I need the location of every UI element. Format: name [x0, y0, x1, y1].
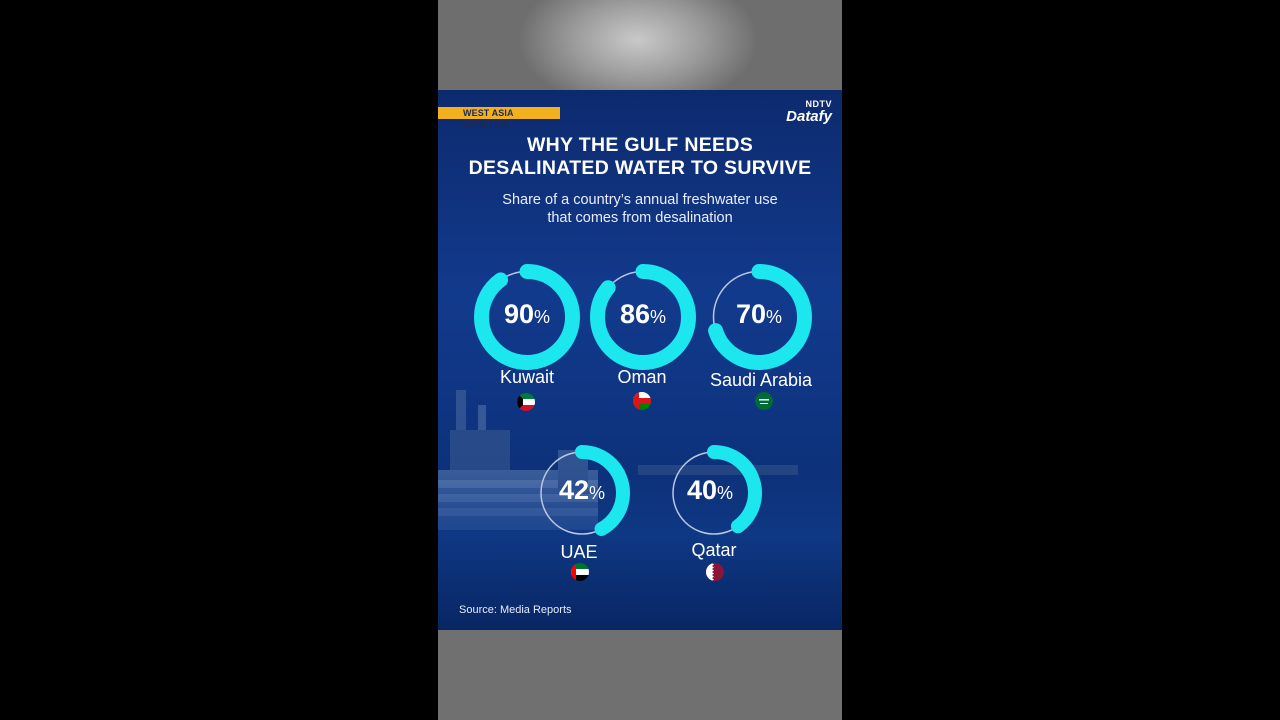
source-note: Source: Media Reports	[459, 604, 572, 616]
video-frame: WEST ASIA CONFLICT NDTV Datafy WHY THE G…	[438, 0, 842, 720]
country-label-qatar: Qatar	[691, 540, 737, 560]
donut-oman-number: 86	[619, 299, 651, 329]
uae-flag	[571, 563, 589, 581]
donut-kuwait-arc	[474, 264, 580, 370]
donut-oman-ring	[590, 264, 696, 370]
donut-uae-ring	[534, 445, 630, 541]
chart-subtitle: Share of a country’s annual freshwater u…	[438, 191, 842, 227]
country-label-oman: Oman	[617, 367, 667, 387]
donut-kuwait-number: 90	[503, 299, 535, 329]
donut-saudi-arabia-unit: %	[766, 307, 783, 327]
donut-oman-arc	[590, 264, 696, 370]
donut-qatar: 40%	[666, 445, 762, 541]
chart-title: WHY THE GULF NEEDS DESALINATED WATER TO …	[438, 134, 842, 180]
qatar-flag	[706, 563, 724, 581]
chart-subtitle-line2: that comes from desalination	[547, 210, 733, 226]
donut-oman: 86%	[590, 264, 696, 370]
donut-uae-arc	[534, 445, 630, 541]
donut-saudi-arabia: 70%	[706, 264, 812, 370]
donut-uae-number: 42	[558, 475, 590, 505]
donut-uae-unit: %	[589, 483, 606, 503]
donut-qatar-unit: %	[717, 483, 734, 503]
oman-flag	[633, 392, 651, 410]
saudi-arabia-flag	[755, 392, 773, 410]
donut-kuwait-value: 90%	[474, 299, 580, 330]
donut-kuwait-unit: %	[534, 307, 551, 327]
chart-title-line1: WHY THE GULF NEEDS	[526, 134, 754, 156]
donut-uae-value: 42%	[534, 475, 630, 506]
blurred-background-top	[438, 0, 842, 90]
donut-kuwait-ring	[474, 264, 580, 370]
donut-saudi-arabia-value: 70%	[706, 299, 812, 330]
brand-logo-bottom: Datafy	[786, 108, 832, 125]
donut-kuwait: 90%	[474, 264, 580, 370]
donut-oman-value: 86%	[590, 299, 696, 330]
blurred-background-bottom	[438, 630, 842, 720]
donut-uae: 42%	[534, 445, 630, 541]
donut-saudi-arabia-number: 70	[735, 299, 767, 329]
infographic-card: WEST ASIA CONFLICT NDTV Datafy WHY THE G…	[438, 90, 842, 630]
category-tag: WEST ASIA CONFLICT	[438, 107, 560, 130]
donut-qatar-ring	[666, 445, 762, 541]
donut-qatar-arc	[666, 445, 762, 541]
country-label-saudi-arabia: Saudi Arabia	[709, 370, 813, 390]
donut-saudi-arabia-ring	[706, 264, 812, 370]
chart-subtitle-line1: Share of a country’s annual freshwater u…	[502, 192, 778, 208]
donut-qatar-value: 40%	[662, 475, 758, 506]
donut-saudi-arabia-arc	[706, 264, 812, 370]
donut-qatar-number: 40	[686, 475, 718, 505]
category-tag-label: WEST ASIA CONFLICT	[463, 108, 514, 130]
donut-oman-unit: %	[650, 307, 667, 327]
kuwait-flag	[517, 393, 535, 411]
sea-background	[438, 470, 842, 630]
brand-logo-top: NDTV	[805, 99, 832, 109]
country-label-uae: UAE	[560, 542, 598, 562]
brand-logo: NDTV Datafy	[786, 100, 832, 125]
chart-title-line2: DESALINATED WATER TO SURVIVE	[468, 157, 812, 179]
country-label-kuwait: Kuwait	[499, 367, 555, 387]
